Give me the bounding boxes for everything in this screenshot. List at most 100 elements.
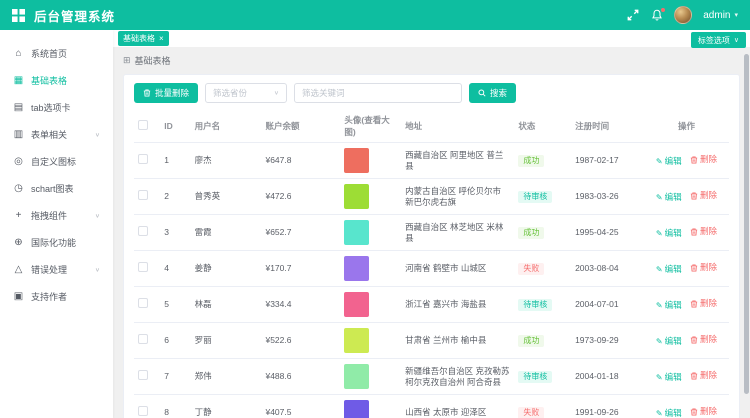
- search-button[interactable]: 搜索: [469, 83, 517, 103]
- sidebar-item-1[interactable]: ▦ 基础表格: [13, 75, 68, 86]
- globe-icon: ⊕: [14, 237, 23, 248]
- cell-address: 新疆维吾尔自治区 克孜勒苏柯尔克孜自治州 阿合奇县: [401, 358, 515, 395]
- sidebar-item-4[interactable]: ◎ 自定义图标: [14, 156, 77, 167]
- warning-icon: △: [14, 264, 23, 275]
- cell-register-date: 1987-02-17: [571, 142, 644, 179]
- col-header-date: 注册时间: [571, 110, 644, 143]
- avatar-thumbnail[interactable]: [344, 184, 370, 209]
- edit-pencil-icon: ✎: [655, 408, 663, 418]
- avatar-thumbnail[interactable]: [344, 364, 370, 389]
- avatar-thumbnail[interactable]: [344, 256, 370, 281]
- select-all-checkbox[interactable]: [138, 120, 148, 130]
- cell-balance: ¥647.8: [261, 142, 341, 179]
- sidebar-item-0[interactable]: ⌂ 系统首页: [0, 40, 113, 67]
- select-caret-icon: ∨: [273, 90, 280, 97]
- delete-trash-icon: [690, 192, 698, 200]
- cell-username: 姜静: [190, 250, 262, 287]
- sidebar-item-6[interactable]: + 拖拽组件 ∨: [0, 202, 113, 229]
- cell-username: 曾秀英: [190, 178, 262, 215]
- table-row: 3 雷霞 ¥652.7 西藏自治区 林芝地区 米林县 成功 1995-04-25…: [134, 214, 729, 251]
- delete-button[interactable]: 删除: [690, 406, 717, 417]
- keyword-search-input[interactable]: [294, 83, 463, 103]
- sidebar-item-7[interactable]: ⊕ 国际化功能: [14, 237, 77, 248]
- row-checkbox[interactable]: [138, 154, 148, 164]
- table-header-row: ID 用户名 账户余额 头像(查看大图) 地址 状态 注册时间 操作: [134, 110, 729, 143]
- tag-options-caret-icon: ∨: [733, 37, 739, 44]
- app-logo-grid-icon[interactable]: [12, 8, 25, 22]
- vertical-scrollbar-thumb[interactable]: [744, 54, 749, 394]
- sidebar-item-3[interactable]: ▥ 表单相关 ∨: [13, 129, 100, 140]
- sidebar-item-9[interactable]: ▣ 支持作者: [13, 291, 68, 302]
- home-icon: ⌂: [15, 48, 22, 59]
- user-avatar[interactable]: [674, 6, 693, 24]
- delete-button[interactable]: 删除: [690, 226, 717, 237]
- breadcrumb-label: 基础表格: [134, 56, 171, 66]
- row-checkbox[interactable]: [138, 334, 148, 344]
- avatar-thumbnail[interactable]: [344, 328, 370, 353]
- cell-register-date: 1991-09-26: [571, 394, 644, 418]
- vertical-scrollbar-track: [744, 48, 749, 416]
- cell-register-date: 2004-01-18: [571, 358, 644, 395]
- drag-icon: +: [15, 210, 22, 221]
- breadcrumb: ⊞ 基础表格: [123, 54, 740, 67]
- fullscreen-icon[interactable]: [626, 9, 639, 22]
- batch-delete-button[interactable]: 批量删除: [134, 83, 199, 103]
- app-header: 后台管理系统 admin ▾: [0, 0, 750, 30]
- avatar-thumbnail[interactable]: [344, 292, 370, 317]
- cell-register-date: 1983-03-26: [571, 178, 644, 215]
- author-icon: ▣: [13, 291, 24, 302]
- edit-button[interactable]: ✎ 编辑: [655, 191, 682, 202]
- cell-id: 5: [160, 286, 191, 323]
- notification-bell-icon[interactable]: [650, 7, 666, 22]
- status-badge: 成功: [518, 154, 545, 167]
- edit-button[interactable]: ✎ 编辑: [655, 299, 682, 310]
- edit-button[interactable]: ✎ 编辑: [655, 335, 682, 346]
- table-card: 批量删除 筛选省份 ∨ 搜索: [123, 74, 740, 418]
- delete-trash-icon: [690, 300, 698, 308]
- row-checkbox[interactable]: [138, 226, 148, 236]
- edit-button[interactable]: ✎ 编辑: [655, 371, 682, 382]
- delete-button[interactable]: 删除: [690, 262, 717, 273]
- cell-username: 林磊: [190, 286, 262, 323]
- status-badge: 失败: [518, 262, 545, 275]
- avatar-thumbnail[interactable]: [344, 148, 370, 173]
- user-menu[interactable]: admin ▾: [703, 10, 738, 21]
- row-checkbox[interactable]: [138, 298, 148, 308]
- row-checkbox[interactable]: [138, 190, 148, 200]
- edit-pencil-icon: ✎: [655, 228, 663, 238]
- edit-button[interactable]: ✎ 编辑: [655, 407, 682, 418]
- chevron-down-icon: ∨: [94, 213, 100, 219]
- edit-button[interactable]: ✎ 编辑: [655, 227, 682, 238]
- cell-username: 雷霞: [190, 214, 262, 251]
- col-header-ops: 操作: [643, 110, 729, 143]
- row-checkbox[interactable]: [138, 262, 148, 272]
- delete-button[interactable]: 删除: [690, 298, 717, 309]
- tab-basic-table[interactable]: 基础表格 ×: [118, 31, 169, 46]
- edit-pencil-icon: ✎: [655, 300, 663, 310]
- sidebar-item-8[interactable]: △ 错误处理 ∨: [14, 264, 100, 275]
- province-filter-select[interactable]: 筛选省份 ∨: [205, 83, 288, 103]
- cell-id: 6: [160, 322, 191, 359]
- row-checkbox[interactable]: [138, 406, 148, 416]
- delete-button[interactable]: 删除: [690, 190, 717, 201]
- row-checkbox[interactable]: [138, 370, 148, 380]
- delete-button[interactable]: 删除: [690, 370, 717, 381]
- edit-button[interactable]: ✎ 编辑: [655, 263, 682, 274]
- avatar-thumbnail[interactable]: [344, 220, 370, 245]
- tab-close-icon[interactable]: ×: [159, 33, 164, 43]
- edit-pencil-icon: ✎: [655, 192, 663, 202]
- form-icon: ▥: [13, 129, 24, 140]
- delete-button[interactable]: 删除: [690, 154, 717, 165]
- delete-trash-icon: [690, 228, 698, 236]
- cell-balance: ¥334.4: [261, 286, 341, 323]
- delete-trash-icon: [690, 264, 698, 272]
- edit-pencil-icon: ✎: [655, 372, 663, 382]
- table-row: 4 姜静 ¥170.7 河南省 鹤壁市 山城区 失败 2003-08-04 ✎ …: [134, 250, 729, 287]
- avatar-thumbnail[interactable]: [344, 400, 370, 418]
- edit-button[interactable]: ✎ 编辑: [655, 155, 682, 166]
- sidebar-item-2[interactable]: ▤ tab选项卡: [13, 102, 71, 113]
- table-icon: ▦: [13, 75, 24, 86]
- delete-button[interactable]: 删除: [690, 334, 717, 345]
- tag-options-button[interactable]: 标签选项 ∨: [690, 32, 746, 48]
- sidebar-item-5[interactable]: ◷ schart图表: [14, 183, 74, 194]
